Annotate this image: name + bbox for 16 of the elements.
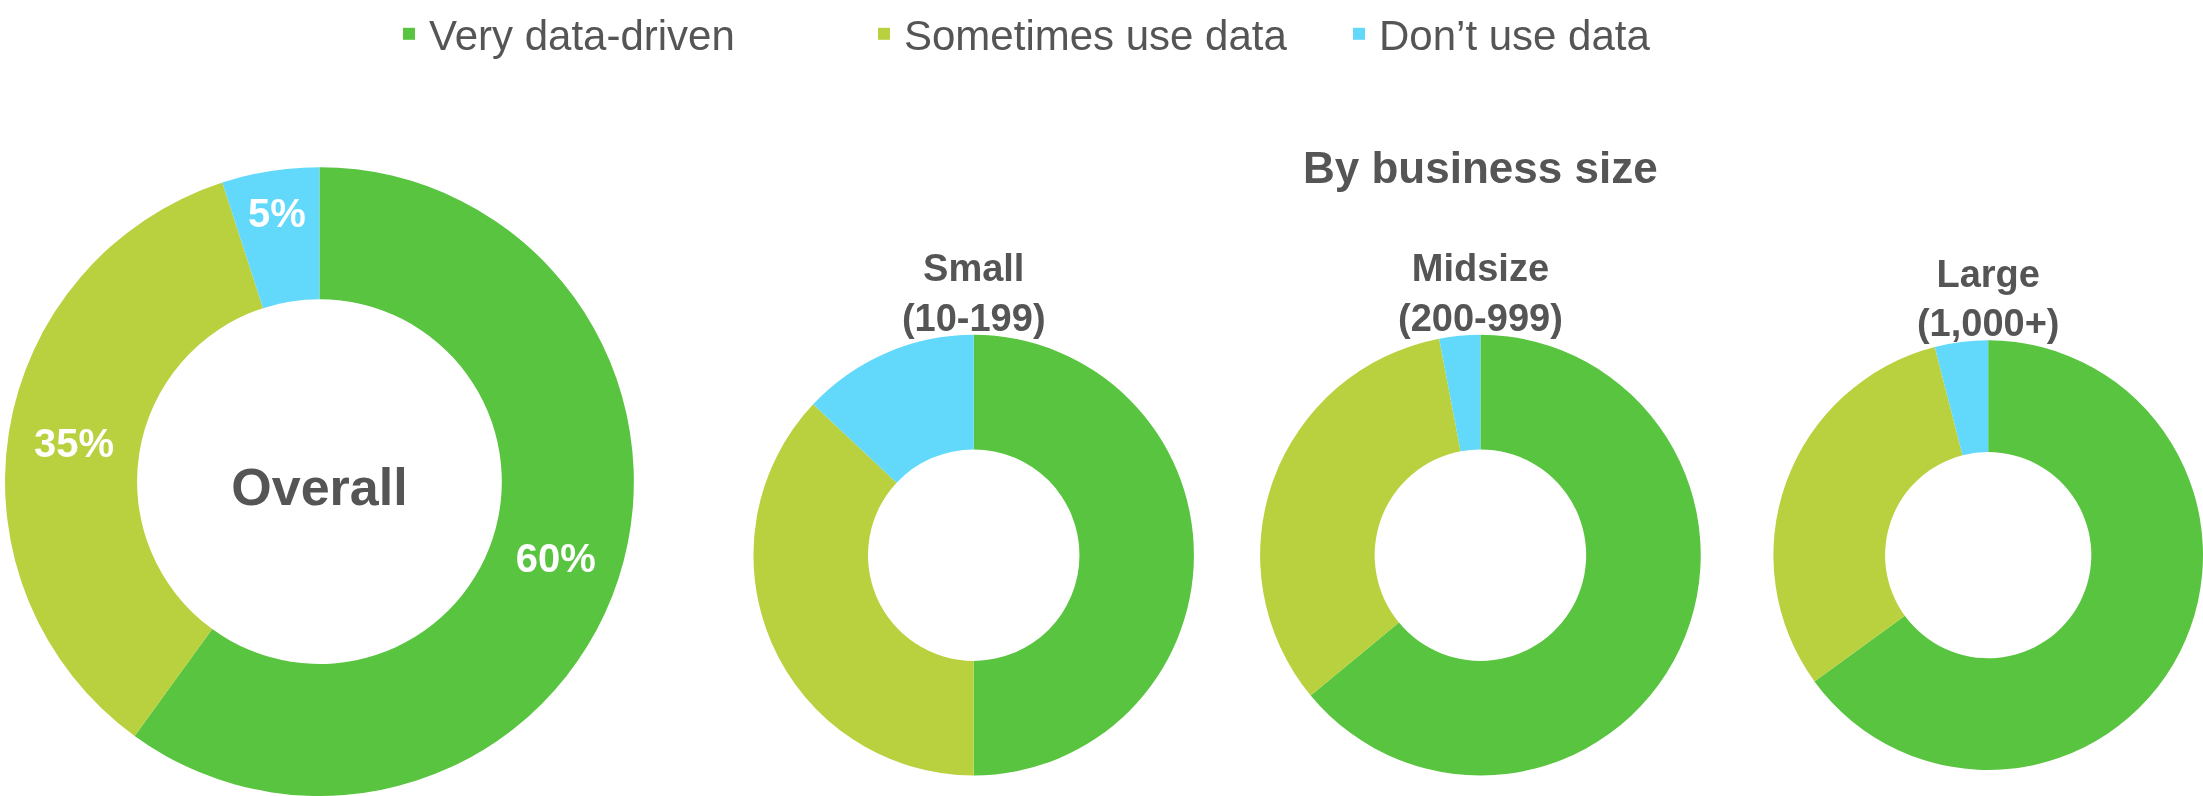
legend-label: Sometimes use data: [904, 12, 1288, 60]
donut-slice: [1773, 347, 1963, 682]
chart-title: Midsize (200-999): [1398, 247, 1563, 339]
legend-label: Very data-driven: [429, 12, 735, 60]
chart-title: Small (10-199): [901, 247, 1046, 339]
text: By business size: [1303, 143, 1658, 192]
text: Overall: [231, 457, 408, 516]
data-label: 5%: [248, 191, 306, 236]
data-label: 60%: [515, 536, 596, 581]
donut-slice: [1260, 338, 1461, 696]
donut-slice: [134, 167, 634, 796]
legend-label: Don’t use data: [1379, 12, 1651, 60]
donut-slice: [753, 404, 974, 776]
donut-slice: [222, 167, 320, 309]
chart-title: Large (1,000+): [1916, 252, 2060, 345]
data-label: 35%: [34, 420, 115, 465]
